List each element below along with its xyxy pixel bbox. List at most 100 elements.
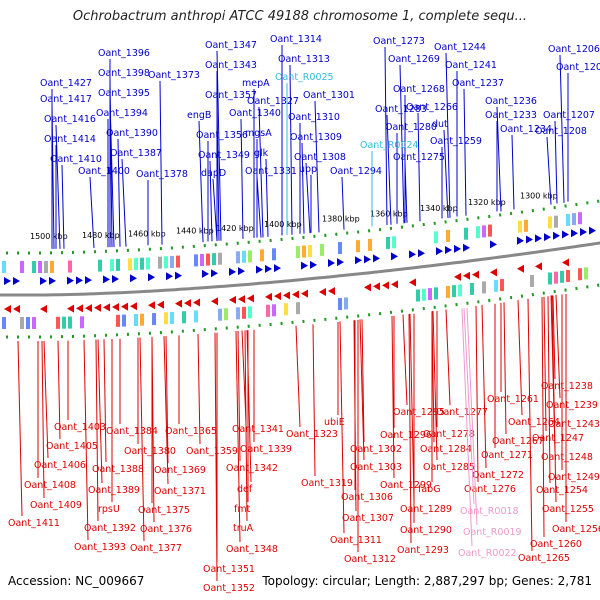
reverse-gene-label: Oant_1243: [548, 419, 600, 430]
reverse-gene-arrow: [13, 305, 20, 313]
forward-gene-arrow: [364, 255, 371, 264]
reverse-gene-label: Oant_1290: [400, 525, 452, 536]
reverse-gene-connector: [235, 330, 241, 543]
reverse-gene-label: Oant_1249: [548, 472, 600, 483]
forward-gene-arrow: [454, 244, 461, 253]
reverse-gene-label: Oant_1323: [286, 429, 338, 440]
genome-summary: Topology: circular; Length: 2,887,297 bp…: [262, 574, 592, 588]
forward-gene-arrow: [202, 269, 209, 278]
reverse-gene-label: fmt: [234, 504, 251, 515]
reverse-gene-label: Oant_1339: [240, 444, 292, 455]
cog-block: [482, 225, 486, 238]
cog-block: [68, 260, 72, 273]
forward-gene-connector: [216, 50, 222, 241]
reverse-gene-connector: [445, 309, 451, 406]
forward-gene-arrow: [256, 265, 263, 274]
reverse-gene-label: Oant_1278: [423, 429, 475, 440]
forward-gene-arrow: [337, 258, 344, 267]
forward-gene-label: Oant_1414: [44, 134, 96, 145]
cog-block: [488, 224, 492, 237]
forward-gene-label: Oant_1234: [500, 124, 552, 135]
forward-gene-arrow: [535, 234, 542, 243]
reverse-gene-label: Oant_1411: [8, 518, 60, 529]
reverse-gene-connector: [402, 314, 408, 406]
cog-block: [62, 316, 66, 329]
reverse-gene-label: truA: [233, 523, 254, 534]
cog-block: [320, 243, 324, 256]
reverse-gene-label: Oant_1380: [124, 446, 176, 457]
scale-label: 1360 kbp: [370, 210, 408, 219]
cog-block: [308, 245, 312, 258]
forward-gene-arrow: [13, 277, 20, 285]
reverse-gene-label: rpsU: [98, 504, 120, 515]
forward-gene-connector: [216, 100, 220, 241]
forward-gene-arrow: [229, 267, 236, 276]
reverse-gene-label: Oant_1408: [24, 480, 76, 491]
forward-gene-connector: [399, 64, 405, 224]
reverse-gene-connector: [339, 321, 345, 534]
reverse-gene-label: Oant_1285: [423, 462, 475, 473]
scale-label: 1420 kbp: [216, 224, 254, 233]
forward-gene-connector: [463, 88, 467, 216]
reverse-gene-arrow: [67, 304, 74, 313]
reverse-gene-connector: [552, 295, 556, 380]
reverse-gene-arrow: [85, 304, 92, 313]
reverse-gene-arrow: [4, 305, 11, 313]
reverse-gene-label: Oant_1276: [464, 484, 516, 495]
forward-gene-connector: [198, 120, 204, 243]
cog-block: [392, 236, 396, 249]
reverse-gene-label: Oant_1295: [393, 407, 445, 418]
reverse-gene-connector: [359, 319, 365, 461]
forward-gene-connector: [265, 158, 269, 237]
cog-block: [152, 313, 156, 326]
cog-block: [578, 268, 582, 281]
reverse-gene-connector: [475, 305, 479, 483]
reverse-gene-arrow: [94, 303, 101, 312]
forward-gene-connector: [159, 80, 163, 245]
reverse-gene-label: ubiE: [324, 417, 345, 428]
reverse-gene-label: Oant_1265: [518, 553, 570, 564]
cog-block: [476, 226, 480, 239]
reverse-gene-arrow: [382, 281, 389, 290]
forward-gene-arrow: [310, 260, 317, 269]
forward-gene-label: Oant_1331: [245, 166, 297, 177]
reverse-rna-connector: [463, 308, 475, 505]
cog-block: [164, 256, 168, 269]
cog-block: [566, 269, 570, 282]
forward-gene-label: Oant_1241: [445, 60, 497, 71]
reverse-gene-arrow: [517, 264, 524, 273]
reverse-gene-label: Oant_1277: [436, 407, 488, 418]
reverse-gene-connector: [163, 336, 169, 485]
forward-gene-arrow: [589, 226, 596, 235]
reverse-gene-arrow: [319, 287, 326, 296]
cog-block: [266, 304, 270, 317]
reverse-gene-label: Oant_1319: [301, 478, 353, 489]
cog-block: [80, 316, 84, 329]
reverse-gene-connector: [97, 339, 103, 484]
cog-block: [170, 311, 174, 324]
reverse-gene-connector: [103, 339, 107, 463]
cog-block: [116, 314, 120, 327]
cog-block: [368, 238, 372, 251]
reverse-gene-arrow: [391, 280, 398, 289]
reverse-gene-label: Oant_1299: [380, 480, 432, 491]
reverse-gene-label: fabG: [418, 484, 441, 495]
forward-gene-arrow: [409, 250, 416, 259]
cog-block: [422, 288, 426, 301]
scale-label: 1480 kbp: [82, 231, 120, 240]
reverse-gene-arrow: [490, 268, 497, 277]
forward-gene-label: Oant_1310: [288, 112, 340, 123]
cog-block: [158, 256, 162, 269]
reverse-gene-arrow: [157, 300, 164, 309]
forward-gene-connector: [496, 106, 502, 212]
forward-gene-connector: [117, 138, 121, 247]
forward-gene-connector: [386, 114, 392, 225]
forward-gene-connector: [212, 178, 218, 242]
reverse-gene-arrow: [373, 282, 380, 291]
forward-gene-connector: [55, 124, 61, 249]
reverse-gene-arrow: [409, 278, 416, 287]
scale-label: 1340 kbp: [420, 204, 458, 213]
cog-block: [164, 312, 168, 325]
reverse-gene-arrow: [238, 295, 245, 304]
reverse-gene-arrow: [292, 290, 299, 299]
